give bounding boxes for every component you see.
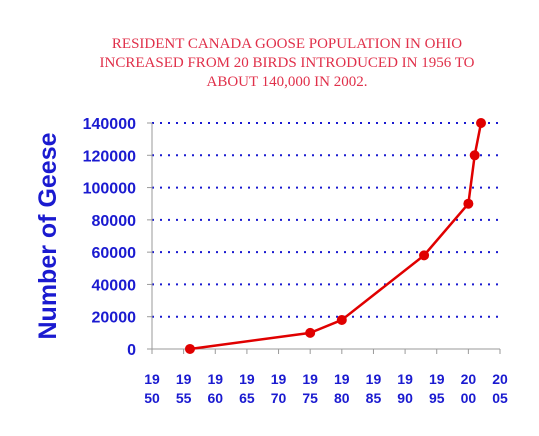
x-tick-label-bottom: 75 xyxy=(302,390,318,406)
x-tick-label-bottom: 60 xyxy=(207,390,223,406)
y-tick-label: 0 xyxy=(127,342,136,359)
x-tick-label-top: 19 xyxy=(397,371,413,387)
x-tick-label-bottom: 80 xyxy=(334,390,350,406)
chart-title-line-3: ABOUT 140,000 IN 2002. xyxy=(207,74,368,90)
y-axis-label: Number of Geese xyxy=(34,132,62,339)
chart-title-line-2: INCREASED FROM 20 BIRDS INTRODUCED IN 19… xyxy=(100,55,475,71)
x-tick-label-bottom: 55 xyxy=(176,390,192,406)
x-tick-label-bottom: 00 xyxy=(461,390,477,406)
x-tick-label-bottom: 90 xyxy=(397,390,413,406)
y-tick-label: 60000 xyxy=(92,245,137,262)
x-tick-label-top: 19 xyxy=(429,371,445,387)
axes xyxy=(151,123,501,354)
x-tick-label-top: 19 xyxy=(207,371,223,387)
y-tick-label: 100000 xyxy=(83,181,136,198)
y-tick-label: 140000 xyxy=(83,116,136,133)
series-line xyxy=(189,122,483,351)
y-tick-label: 120000 xyxy=(83,148,136,165)
data-point xyxy=(184,343,195,354)
grid-lines xyxy=(147,122,500,350)
x-tick-label-bottom: 95 xyxy=(429,390,445,406)
data-point xyxy=(476,118,487,128)
data-point xyxy=(305,327,316,338)
x-tick-label-top: 20 xyxy=(492,371,508,387)
x-tick-label-bottom: 85 xyxy=(366,390,382,406)
x-tick-label-top: 19 xyxy=(271,371,287,387)
x-tick-label-top: 19 xyxy=(239,371,255,387)
chart-title-line-1: RESIDENT CANADA GOOSE POPULATION IN OHIO xyxy=(112,36,462,52)
x-tick-label-top: 19 xyxy=(144,371,160,387)
x-tick-label-top: 19 xyxy=(334,371,350,387)
x-tick-label-top: 19 xyxy=(366,371,382,387)
data-point xyxy=(469,150,480,161)
population-series xyxy=(184,118,487,354)
x-tick-label-bottom: 70 xyxy=(271,390,287,406)
x-tick-label-bottom: 65 xyxy=(239,390,255,406)
x-tick-label-bottom: 05 xyxy=(492,390,508,406)
x-tick-label-bottom: 50 xyxy=(144,390,160,406)
data-point xyxy=(336,314,347,325)
y-tick-labels: 0 20000 40000 60000 80000 100000 120000 140000 xyxy=(83,116,136,359)
x-tick-labels: 19 50 19 55 19 60 19 65 19 70 19 75 19 80 19 85 19 90 19 95… xyxy=(144,371,508,406)
data-point xyxy=(463,198,474,209)
y-tick-label: 80000 xyxy=(92,213,137,230)
y-tick-label: 40000 xyxy=(92,277,137,294)
x-tick-label-top: 19 xyxy=(176,371,192,387)
x-tick-label-top: 19 xyxy=(302,371,318,387)
x-tick-label-top: 20 xyxy=(461,371,477,387)
data-point xyxy=(419,250,430,261)
y-tick-label: 20000 xyxy=(92,310,137,327)
